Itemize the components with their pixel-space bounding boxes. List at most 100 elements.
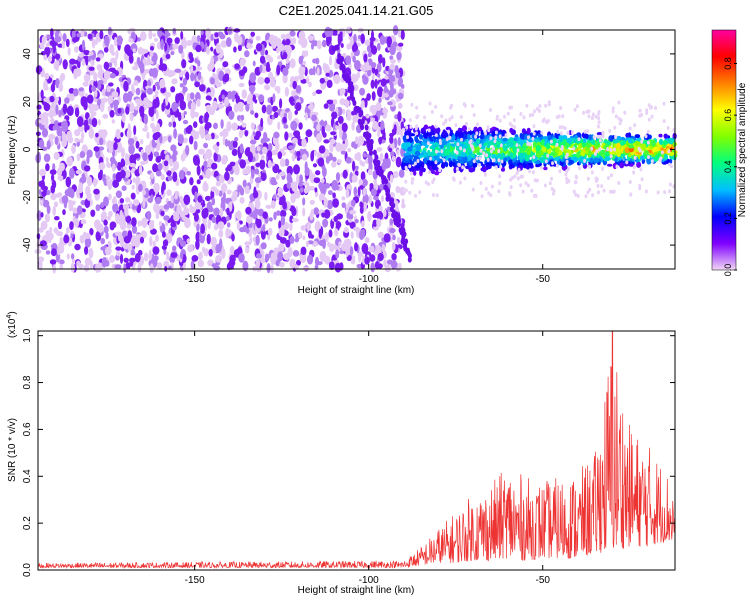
spectrogram-cell: [344, 98, 350, 109]
spectrogram-cell: [241, 89, 247, 99]
spectrogram-cell: [266, 104, 273, 116]
spectrogram-cell: [468, 151, 473, 155]
spectrogram-cell: [155, 110, 159, 119]
spectrogram-cell: [360, 118, 365, 125]
spectrogram-cell: [451, 134, 456, 141]
spectrogram-cell: [152, 33, 156, 38]
spectrogram-cell: [434, 171, 440, 176]
spectrogram-cell: [142, 152, 148, 162]
spectrogram-cell: [139, 31, 147, 41]
spectrogram-cell: [84, 112, 90, 120]
spectrogram-cell: [48, 109, 55, 119]
spectrogram-cell: [455, 150, 459, 155]
spectrogram-cell: [321, 212, 326, 218]
spectrogram-cell: [519, 152, 524, 159]
spectrogram-cell: [189, 204, 193, 213]
spectrogram-cell: [334, 228, 339, 237]
spectrogram-cell: [87, 33, 93, 40]
spectrogram-cell: [551, 161, 554, 166]
spectrogram-cell: [384, 92, 389, 98]
spectrogram-cell: [155, 196, 162, 205]
spectrogram-cell: [175, 93, 180, 104]
spectrogram-cell: [143, 97, 150, 107]
spectrogram-cell: [55, 53, 61, 60]
spectrogram-cell: [244, 241, 252, 246]
spectrogram-cell: [571, 138, 576, 142]
spectrogram-cell: [196, 179, 201, 185]
spectrogram-cell: [598, 147, 602, 152]
spectrogram-cell: [268, 34, 276, 45]
spectrogram-cell: [161, 63, 168, 72]
spectrogram-cell: [180, 153, 186, 162]
spectrogram-cell: [317, 157, 325, 167]
spectrogram-cell: [145, 60, 151, 66]
spectrogram-cell: [93, 146, 100, 152]
spectrogram-cell: [406, 142, 412, 147]
spectrogram-cell: [391, 155, 396, 162]
spectrogram-cell: [413, 170, 417, 176]
spectrogram-cell: [180, 31, 184, 40]
spectrogram-cell: [103, 61, 110, 70]
spectrogram-cell: [383, 259, 387, 267]
spectrogram-cell: [397, 262, 402, 271]
spectrogram-cell: [115, 246, 122, 251]
spectrogram-cell: [611, 109, 615, 114]
spectrogram-cell: [487, 128, 491, 133]
spectrogram-cell: [596, 132, 603, 136]
spectrogram-cell: [231, 194, 238, 202]
spectrogram-cell: [272, 194, 276, 200]
spectrogram-cell: [239, 159, 246, 169]
spectrogram-cell: [185, 145, 190, 156]
spectrogram-cell: [170, 194, 174, 204]
spectrogram-cell: [131, 217, 137, 227]
spectrogram-cell: [138, 183, 143, 192]
spectrogram-cell: [203, 142, 209, 149]
spectrogram-cell: [497, 149, 501, 154]
spectrogram-cell: [225, 215, 230, 222]
spectrogram-cell: [71, 144, 76, 154]
spectrogram-cell: [127, 243, 133, 252]
spectrogram-cell: [61, 195, 69, 204]
spectrogram-cell: [639, 167, 643, 172]
spectrogram-cell: [494, 165, 498, 170]
spectrogram-cell: [566, 137, 572, 145]
spectrogram-cell: [532, 131, 536, 136]
snr-series: [37, 330, 676, 570]
spectrogram-cell: [434, 127, 438, 134]
spectrogram-cell: [296, 174, 300, 185]
spectrogram-cell: [521, 128, 527, 134]
spectrogram-cell: [434, 160, 438, 165]
spectrogram-cell: [658, 158, 662, 163]
spectrogram-cell: [221, 248, 226, 259]
spectrogram-cell: [492, 158, 496, 163]
spectrogram-cell: [586, 176, 590, 181]
spectrogram-cell: [245, 246, 250, 254]
spectrogram-cell: [216, 141, 220, 147]
spectrogram-cell: [517, 167, 521, 172]
spectrogram-cell: [324, 232, 329, 243]
spectrogram-cell: [489, 108, 492, 112]
spectrogram-cell: [389, 227, 396, 234]
spectrogram-cell: [185, 71, 190, 81]
spectrogram-cell: [489, 136, 493, 141]
spectrogram-cell: [543, 183, 547, 188]
spectrogram-cell: [585, 150, 589, 155]
spectrogram-cell: [383, 184, 388, 191]
spectrogram-cell: [129, 113, 134, 122]
spectrogram-cell: [72, 88, 79, 97]
spectrogram-cell: [152, 125, 157, 134]
spectrogram-cell: [303, 187, 309, 194]
spectrogram-cell: [318, 181, 325, 190]
spectrogram-cell: [194, 57, 198, 64]
spectrogram-cell: [456, 142, 460, 147]
spectrogram-cell: [616, 151, 621, 157]
spectrogram-cell: [120, 132, 124, 138]
spectrogram-cell: [476, 138, 481, 145]
spectrogram-cell: [588, 164, 591, 169]
spectrogram-cell: [333, 99, 338, 105]
spectrogram-cell: [109, 109, 115, 118]
spectrogram-cell: [351, 121, 355, 131]
spectrogram-cell: [563, 126, 567, 131]
spectrogram-cell: [97, 223, 104, 233]
spectrogram-cell: [183, 111, 187, 115]
